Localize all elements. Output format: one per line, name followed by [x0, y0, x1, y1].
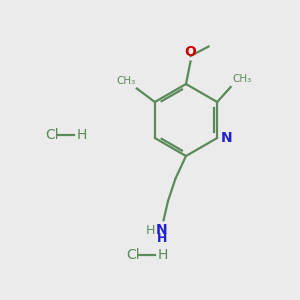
Text: N: N	[156, 223, 168, 237]
Text: Cl: Cl	[126, 248, 140, 262]
Text: CH₃: CH₃	[116, 76, 135, 85]
Text: H: H	[157, 232, 167, 245]
Text: H: H	[158, 248, 168, 262]
Text: CH₃: CH₃	[232, 74, 251, 84]
Text: O: O	[184, 45, 196, 59]
Text: Cl: Cl	[45, 128, 58, 142]
Text: N: N	[221, 131, 232, 145]
Text: H: H	[76, 128, 87, 142]
Text: H: H	[145, 224, 155, 237]
